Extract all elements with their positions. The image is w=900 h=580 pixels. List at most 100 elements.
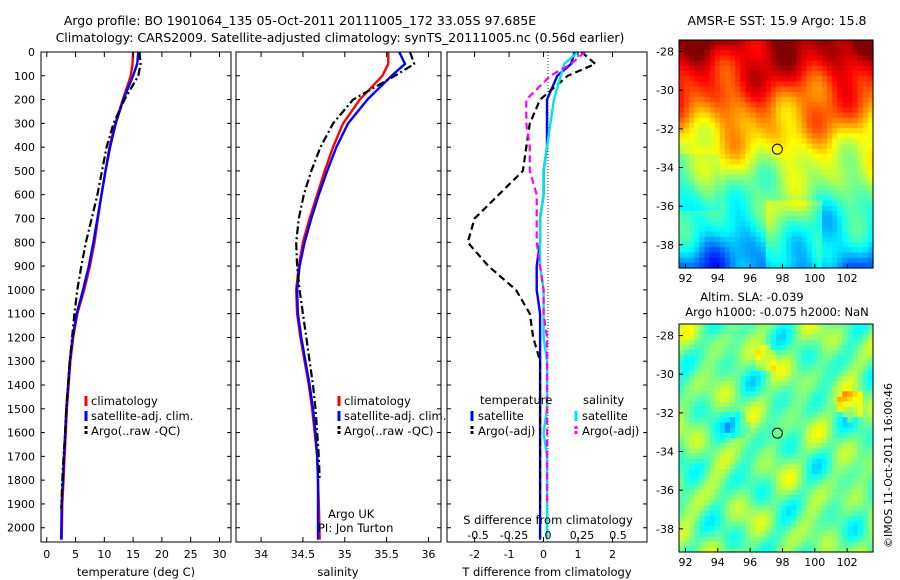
sst-map-cell	[852, 242, 859, 248]
sla-map-cell	[689, 500, 695, 506]
sla-map-cell	[719, 432, 726, 439]
sst-map-cell	[765, 97, 772, 103]
sst-map-cell	[867, 76, 874, 83]
sla-map-cell	[755, 417, 762, 424]
sla-map-cell	[714, 422, 721, 429]
sla-map-cell	[867, 443, 874, 449]
sst-map-cell	[796, 185, 803, 191]
sla-map-cell	[760, 453, 767, 460]
sst-map-cell	[827, 50, 833, 57]
sla-map-cell	[684, 438, 690, 444]
sst-map-cell	[827, 216, 833, 222]
sst-map-cell	[832, 190, 838, 197]
sla-map-cell	[714, 510, 721, 517]
sst-map-cell	[724, 174, 731, 181]
sla-map-cell	[714, 365, 721, 372]
sst-map-cell	[781, 242, 787, 248]
sst-map-cell	[811, 40, 818, 46]
sst-map-cell	[765, 242, 772, 248]
figure-title-line1: Argo profile: BO 1901064_135 05-Oct-2011…	[64, 13, 536, 28]
sla-map-cell	[791, 458, 798, 465]
sst-map-cell	[755, 128, 762, 134]
sst-map-cell	[755, 226, 762, 233]
sst-map-cell	[760, 190, 767, 197]
sst-map-cell	[862, 262, 869, 269]
sla-map-cell	[786, 360, 792, 367]
sst-map-cell	[719, 179, 726, 186]
sla-map-cell	[745, 417, 752, 424]
sst-map-cell	[801, 55, 808, 62]
sst-map-cell	[791, 200, 798, 207]
sst-map-cell	[811, 159, 818, 165]
sla-map-cell	[821, 484, 828, 491]
sla-map-cell	[801, 349, 808, 356]
difference-xtick-label: -1	[504, 548, 515, 561]
sst-map-cell	[735, 231, 741, 238]
sla-map-cell	[852, 334, 859, 341]
sla-map-cell	[689, 349, 695, 356]
sst-map-cell	[806, 216, 813, 222]
difference-top-xtick-label: -0.5	[467, 529, 488, 542]
sla-map-cell	[816, 484, 823, 491]
sla-map-cell	[719, 396, 726, 403]
sst-map-cell	[709, 179, 716, 186]
sst-map-cell	[842, 159, 849, 165]
sla-map-cell	[781, 386, 787, 392]
sla-map-cell	[689, 526, 695, 532]
sst-map-cell	[801, 231, 808, 238]
temperature-xtick-label: 20	[155, 548, 169, 561]
sla-map-cell	[730, 458, 736, 465]
sst-map-cell	[786, 55, 792, 62]
sst-map-cell	[862, 112, 869, 119]
sla-map-cell	[709, 448, 716, 455]
sst-map-cell	[694, 143, 701, 150]
sst-map-cell	[832, 226, 838, 233]
sst-map-cell	[730, 112, 736, 119]
sst-map-cell	[719, 65, 726, 72]
sla-map-cell	[755, 381, 762, 387]
sst-map-cell	[765, 128, 772, 134]
sst-map-cell	[857, 226, 864, 233]
sla-map-cell	[709, 386, 716, 392]
sst-map-cell	[776, 65, 782, 72]
sla-map-cell	[765, 510, 772, 517]
sst-map-cell	[791, 128, 798, 134]
sst-map-cell	[714, 128, 721, 134]
sla-map-cell	[750, 469, 757, 475]
sst-map-cell	[832, 262, 838, 269]
sst-map-cell	[770, 97, 777, 103]
sst-map-cell	[760, 257, 767, 264]
sla-map-cell	[821, 406, 828, 413]
sla-map-cell	[816, 344, 823, 351]
sst-map-cell	[755, 190, 762, 197]
sla-map-cell	[770, 479, 777, 486]
sst-map-cell	[842, 117, 849, 124]
sst-map-cell	[709, 174, 716, 181]
sst-map-cell	[679, 60, 685, 67]
sst-map-cell	[781, 128, 787, 134]
sla-map-cell	[714, 500, 721, 506]
sla-map-cell	[689, 396, 695, 403]
sst-map-cell	[730, 200, 736, 207]
sst-map-cell	[750, 179, 757, 186]
sla-map-cell	[862, 510, 869, 517]
sla-map-cell	[724, 355, 731, 361]
sst-map-cell	[801, 252, 808, 259]
sla-map-cell	[796, 469, 803, 475]
sst-map-cell	[770, 143, 777, 150]
sla-map-cell	[709, 526, 716, 532]
sst-map-cell	[694, 112, 701, 119]
sst-map-cell	[760, 242, 767, 248]
sla-map-cell	[837, 381, 843, 387]
sla-map-cell	[857, 432, 864, 439]
sst-map-cell	[776, 117, 782, 124]
sst-map-cell	[699, 81, 706, 88]
sla-map-cell	[750, 381, 757, 387]
sst-map-cell	[770, 257, 777, 264]
sst-map-cell	[750, 221, 757, 228]
sla-map-cell	[852, 495, 859, 501]
sst-map-cell	[801, 247, 808, 254]
sst-map-cell	[704, 226, 711, 233]
sst-map-cell	[719, 159, 726, 165]
sla-map-cell	[821, 370, 828, 377]
